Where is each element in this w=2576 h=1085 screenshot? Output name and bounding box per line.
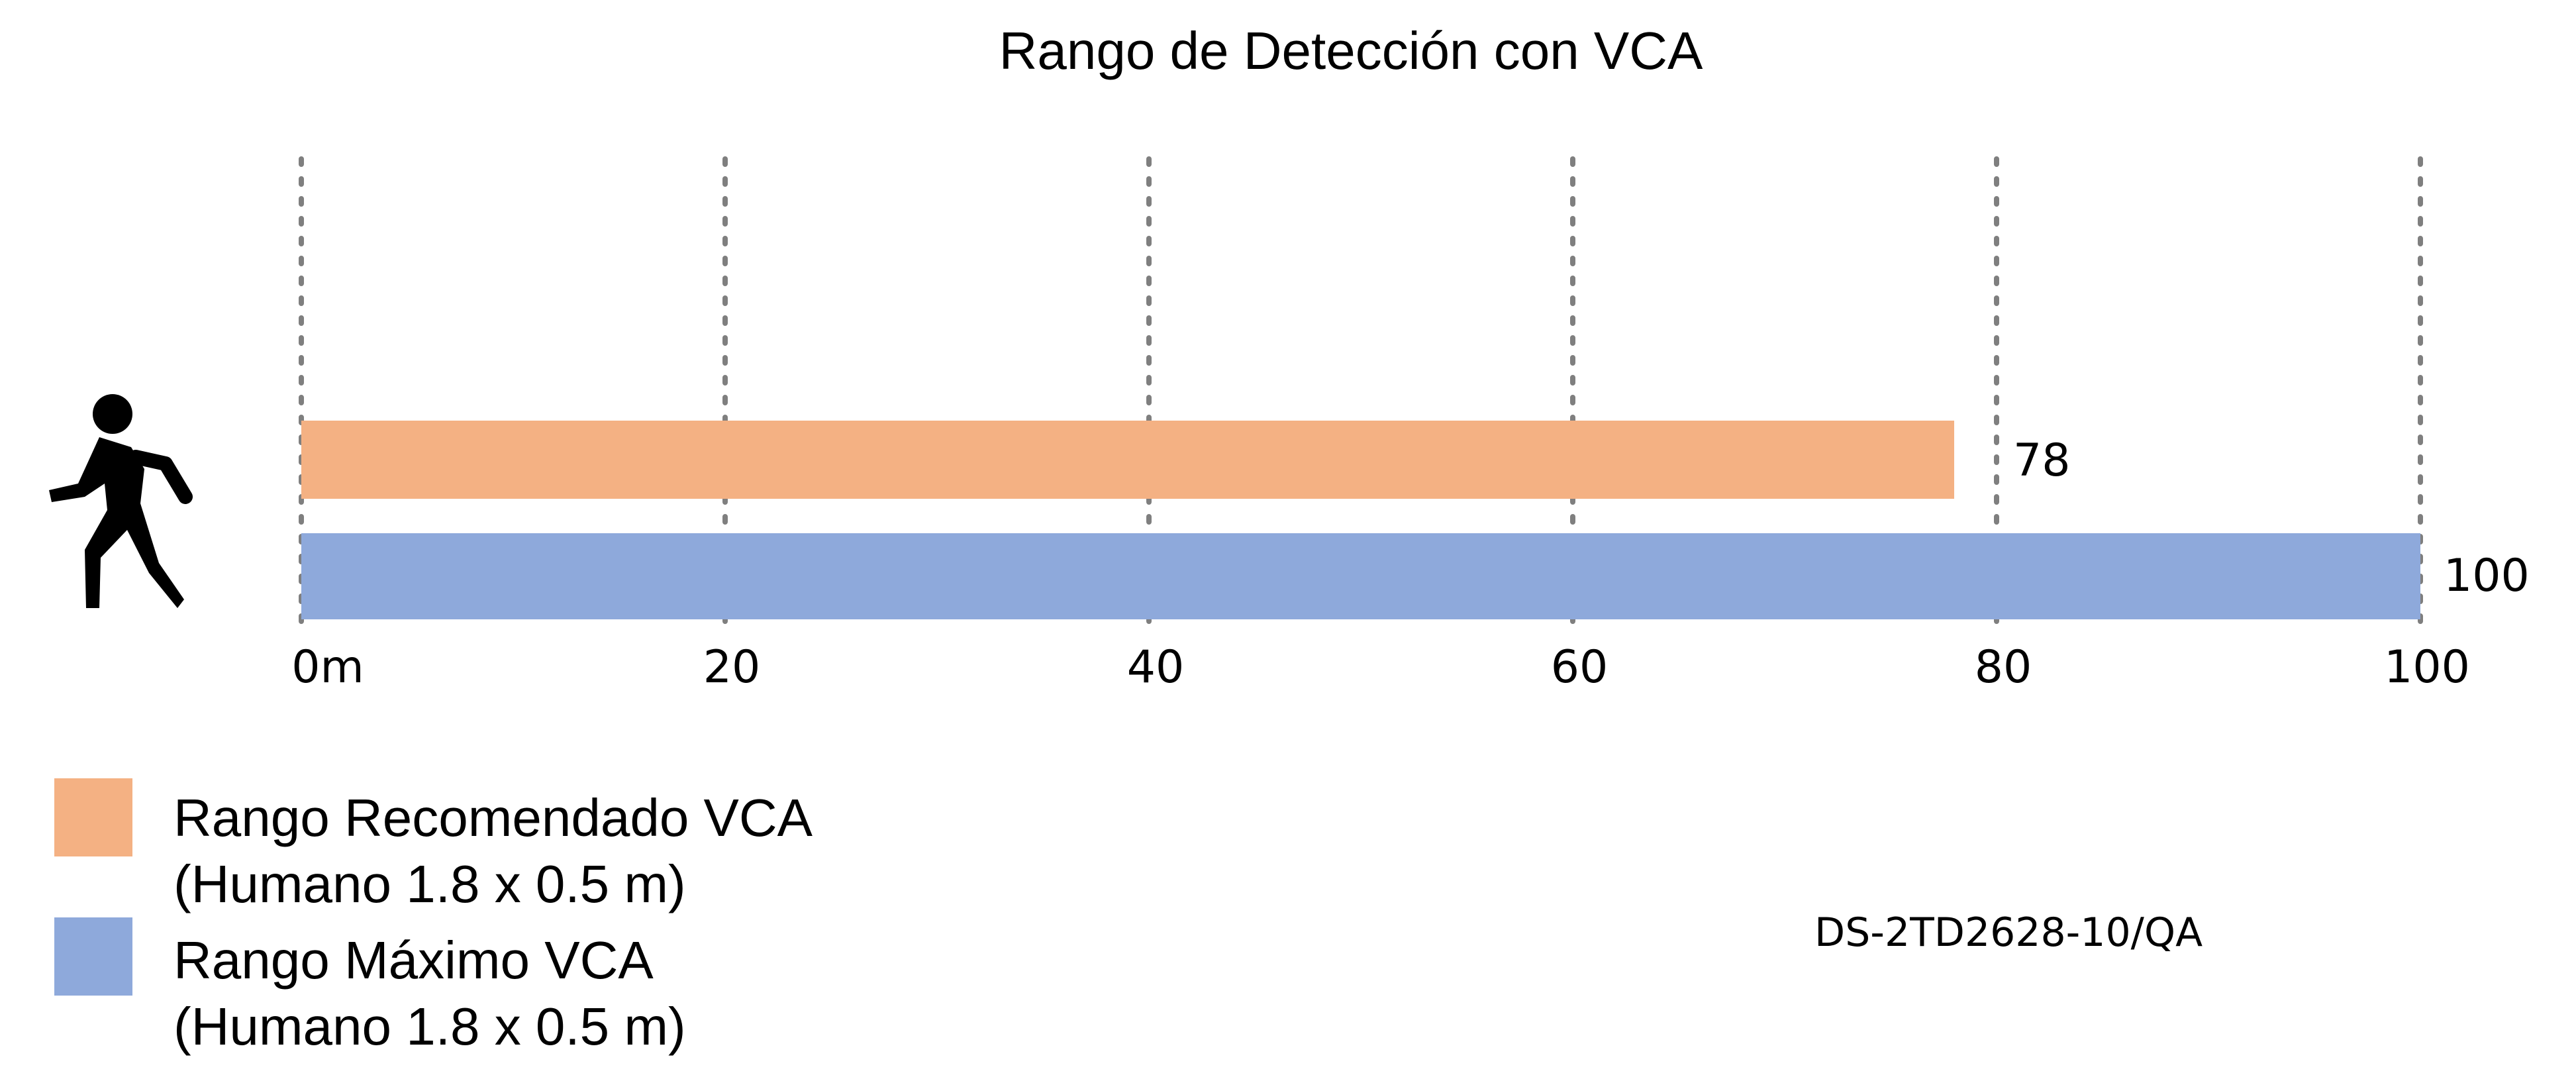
tick-label-60: 60 <box>1551 641 1609 694</box>
bar-maximum <box>301 533 2420 619</box>
x-axis-ticks: 0m 20 40 60 80 100 <box>291 641 2470 694</box>
walking-person-icon <box>49 394 193 608</box>
tick-label-100: 100 <box>2384 641 2470 694</box>
legend-swatch-recommended <box>54 778 132 856</box>
legend-label-recommended-line1: Rango Recomendado VCA <box>173 788 813 847</box>
tick-label-20: 20 <box>703 641 761 694</box>
legend-label-recommended-line2: (Humano 1.8 x 0.5 m) <box>173 854 686 913</box>
legend-label-maximum-line1: Rango Máximo VCA <box>173 931 654 990</box>
value-label-recommended: 78 <box>2013 435 2071 487</box>
bars <box>301 421 2420 619</box>
value-label-maximum: 100 <box>2444 550 2530 602</box>
tick-label-0: 0m <box>291 641 364 694</box>
tick-label-40: 40 <box>1127 641 1185 694</box>
legend-label-maximum-line2: (Humano 1.8 x 0.5 m) <box>173 997 686 1056</box>
bar-recommended <box>301 421 1954 499</box>
chart-title: Rango de Detección con VCA <box>999 21 1703 80</box>
value-labels: 78 100 <box>2013 435 2530 602</box>
gridlines <box>299 156 2423 625</box>
legend: Rango Recomendado VCA (Humano 1.8 x 0.5 m… <box>54 778 813 1056</box>
tick-label-80: 80 <box>1975 641 2032 694</box>
model-label: DS-2TD2628-10/QA <box>1814 909 2203 956</box>
legend-swatch-maximum <box>54 917 132 996</box>
